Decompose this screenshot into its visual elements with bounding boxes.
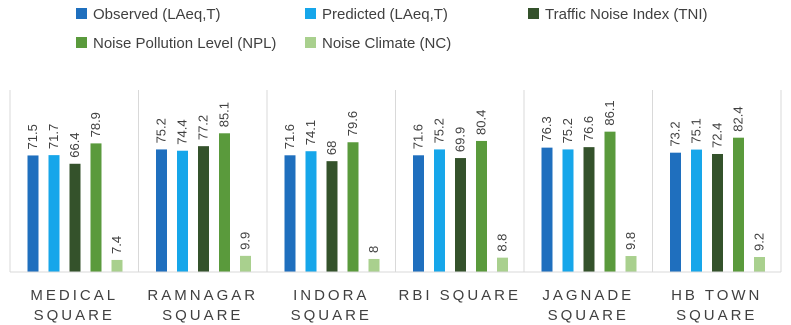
category-label: INDORA <box>293 287 369 304</box>
bar <box>541 147 553 272</box>
data-label: 75.2 <box>560 118 575 143</box>
category-label: SQUARE <box>676 307 757 324</box>
bar <box>156 149 167 272</box>
legend-label: Noise Pollution Level (NPL) <box>93 35 276 52</box>
data-label: 76.3 <box>539 116 554 141</box>
legend-swatch <box>305 37 316 48</box>
bar <box>497 257 508 272</box>
data-label: 77.2 <box>196 115 211 140</box>
bar <box>305 151 317 272</box>
bar <box>413 155 424 272</box>
bar <box>625 256 637 272</box>
bar <box>434 149 445 272</box>
bar <box>284 155 296 272</box>
bar <box>198 146 209 272</box>
category-label: RBI SQUARE <box>398 287 521 304</box>
data-label: 86.1 <box>602 100 617 125</box>
data-label: 80.4 <box>474 110 489 135</box>
data-label: 74.1 <box>303 120 318 145</box>
category-label: MEDICAL <box>30 287 118 304</box>
bar <box>48 155 60 272</box>
bar <box>368 258 380 272</box>
bar <box>712 153 723 272</box>
category-label: SQUARE <box>548 307 629 324</box>
legend-item: Predicted (LAeq,T) <box>305 6 448 23</box>
data-labels: 71.5 75.2 71.6 71.6 76.3 73.2 71.7 74.4 74.1 75.2… <box>25 100 767 254</box>
legend-swatch <box>76 8 87 19</box>
bar <box>476 140 487 272</box>
legend-item: Noise Pollution Level (NPL) <box>76 35 276 52</box>
bar <box>347 142 359 272</box>
legend-swatch <box>76 37 87 48</box>
data-label: 71.6 <box>411 124 426 149</box>
data-label: 9.2 <box>752 233 767 251</box>
data-label: 9.8 <box>623 232 638 250</box>
legend-item: Noise Climate (NC) <box>305 35 451 52</box>
bar <box>733 137 744 272</box>
data-label: 79.6 <box>345 111 360 136</box>
category-label: SQUARE <box>34 307 115 324</box>
data-label: 69.9 <box>453 127 468 152</box>
data-label: 74.4 <box>175 119 190 144</box>
category-labels: MEDICAL SQUARE RAMNAGAR SQUARE INDORA SQUARE R… <box>30 287 762 324</box>
data-label: 7.4 <box>109 236 124 254</box>
data-label: 76.6 <box>581 116 596 141</box>
bar <box>177 150 188 272</box>
category-label: RAMNAGAR <box>147 287 258 304</box>
legend-label: Traffic Noise Index (TNI) <box>545 6 708 23</box>
data-label: 72.4 <box>710 123 725 148</box>
bar <box>670 152 681 272</box>
data-label: 71.6 <box>282 124 297 149</box>
legend-item: Traffic Noise Index (TNI) <box>528 6 708 23</box>
legend-label: Predicted (LAeq,T) <box>322 6 448 23</box>
data-label: 75.2 <box>432 118 447 143</box>
bar <box>90 143 102 272</box>
legend-swatch <box>305 8 316 19</box>
data-label: 8 <box>366 246 381 253</box>
category-label: JAGNADE <box>542 287 634 304</box>
data-label: 71.5 <box>25 124 40 149</box>
data-label: 82.4 <box>731 106 746 131</box>
bar <box>27 155 39 272</box>
bar <box>455 158 466 272</box>
bar <box>754 257 765 272</box>
category-label: SQUARE <box>291 307 372 324</box>
category-separators <box>9 90 782 272</box>
data-label: 9.9 <box>238 232 253 250</box>
bar <box>691 149 702 272</box>
data-label: 68 <box>324 141 339 155</box>
data-label: 75.2 <box>154 118 169 143</box>
legend-label: Noise Climate (NC) <box>322 35 451 52</box>
legend-swatch <box>528 8 539 19</box>
legend: Observed (LAeq,T) Predicted (LAeq,T) Traff… <box>76 6 708 52</box>
bar <box>69 163 81 272</box>
data-label: 75.1 <box>689 118 704 143</box>
data-label: 78.9 <box>88 112 103 137</box>
bar <box>583 147 595 272</box>
bars <box>27 131 765 272</box>
data-label: 8.8 <box>495 234 510 252</box>
bar <box>219 133 230 272</box>
bar <box>326 161 338 272</box>
data-label: 85.1 <box>217 102 232 127</box>
category-label: HB TOWN <box>671 287 762 304</box>
data-label: 73.2 <box>668 121 683 146</box>
data-label: 66.4 <box>67 132 82 157</box>
bar <box>604 131 616 272</box>
data-label: 71.7 <box>46 124 61 149</box>
bar <box>111 259 123 272</box>
bar <box>240 255 251 272</box>
legend-item: Observed (LAeq,T) <box>76 6 221 23</box>
category-label: SQUARE <box>162 307 243 324</box>
legend-label: Observed (LAeq,T) <box>93 6 221 23</box>
bar <box>562 149 574 272</box>
